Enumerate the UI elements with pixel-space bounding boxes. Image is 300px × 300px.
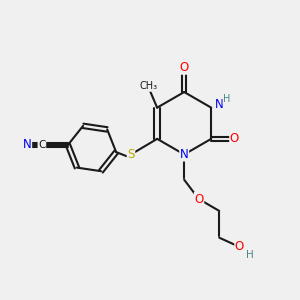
Text: O: O (194, 193, 204, 206)
Text: H: H (223, 94, 230, 104)
Text: N: N (23, 138, 32, 152)
Text: O: O (235, 240, 244, 253)
Text: N: N (180, 148, 189, 161)
Text: S: S (127, 148, 135, 161)
Text: N: N (215, 98, 224, 111)
Text: O: O (180, 61, 189, 74)
Text: CH₃: CH₃ (140, 81, 158, 91)
Text: O: O (230, 132, 239, 146)
Text: C: C (38, 140, 46, 150)
Text: H: H (246, 250, 254, 260)
